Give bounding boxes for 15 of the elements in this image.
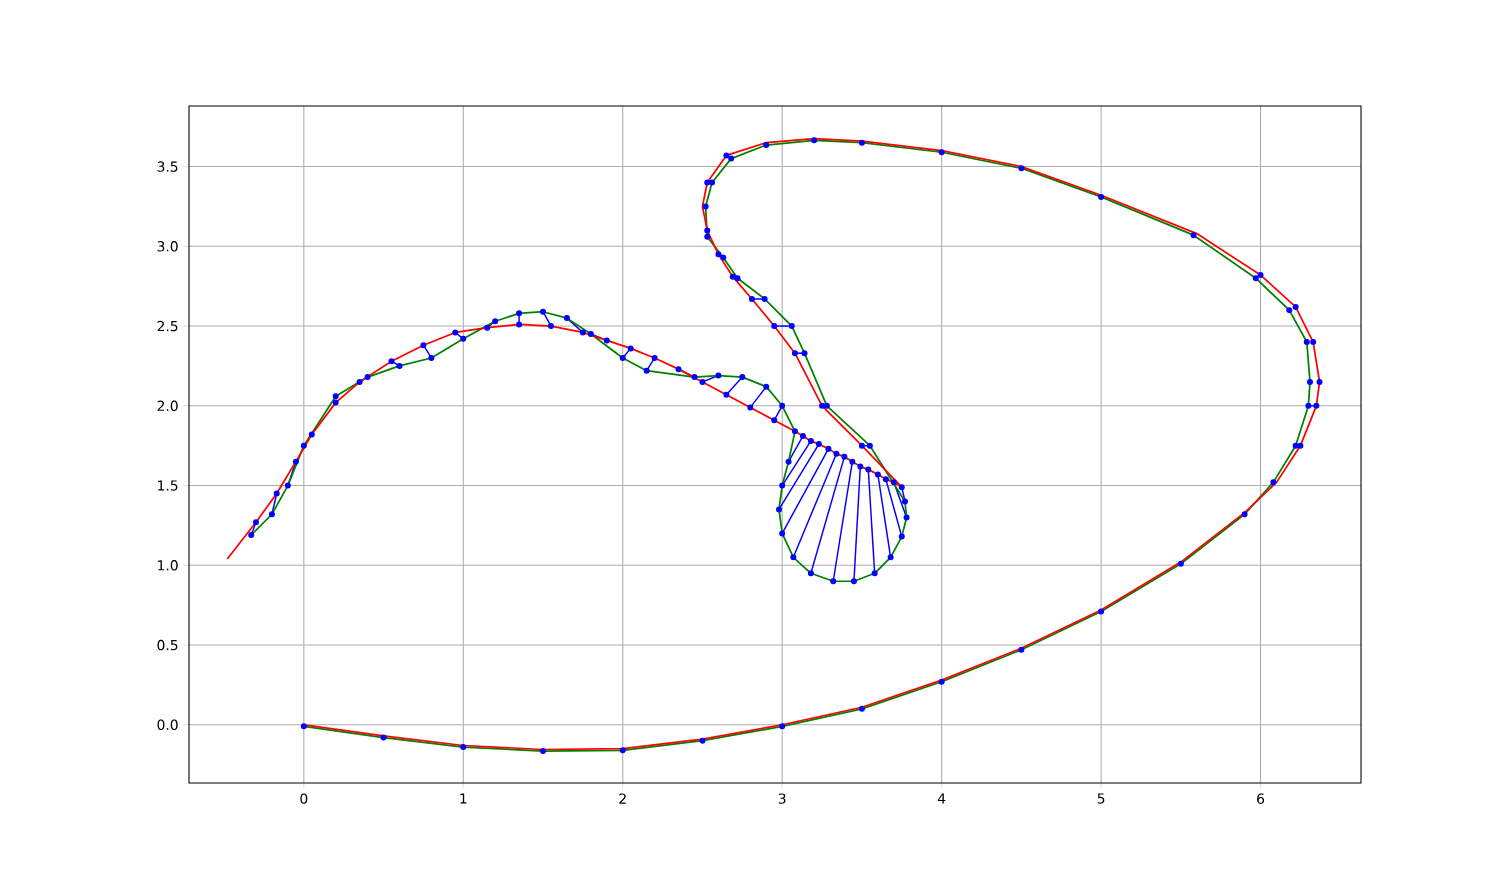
y-tick-label: 2.5 bbox=[157, 320, 178, 332]
y-tick-label: 1.5 bbox=[158, 480, 178, 491]
y-tick-label: 2.0 bbox=[157, 400, 178, 412]
y-tick-label: 0.0 bbox=[157, 719, 178, 731]
x-tick-label: 2 bbox=[619, 793, 626, 804]
x-tick-label: 5 bbox=[1097, 793, 1105, 804]
y-tick-label: 1.0 bbox=[158, 560, 178, 571]
y-tick-label: 3.5 bbox=[157, 161, 178, 172]
x-tick-label: 0 bbox=[300, 793, 308, 804]
x-tick-label: 3 bbox=[778, 793, 786, 804]
x-tick-label: 4 bbox=[937, 793, 946, 804]
y-tick-label: 0.5 bbox=[157, 639, 178, 651]
x-tick-label: 1 bbox=[460, 793, 467, 804]
x-tick-label: 6 bbox=[1257, 793, 1265, 804]
y-tick-label: 3.0 bbox=[157, 241, 178, 252]
